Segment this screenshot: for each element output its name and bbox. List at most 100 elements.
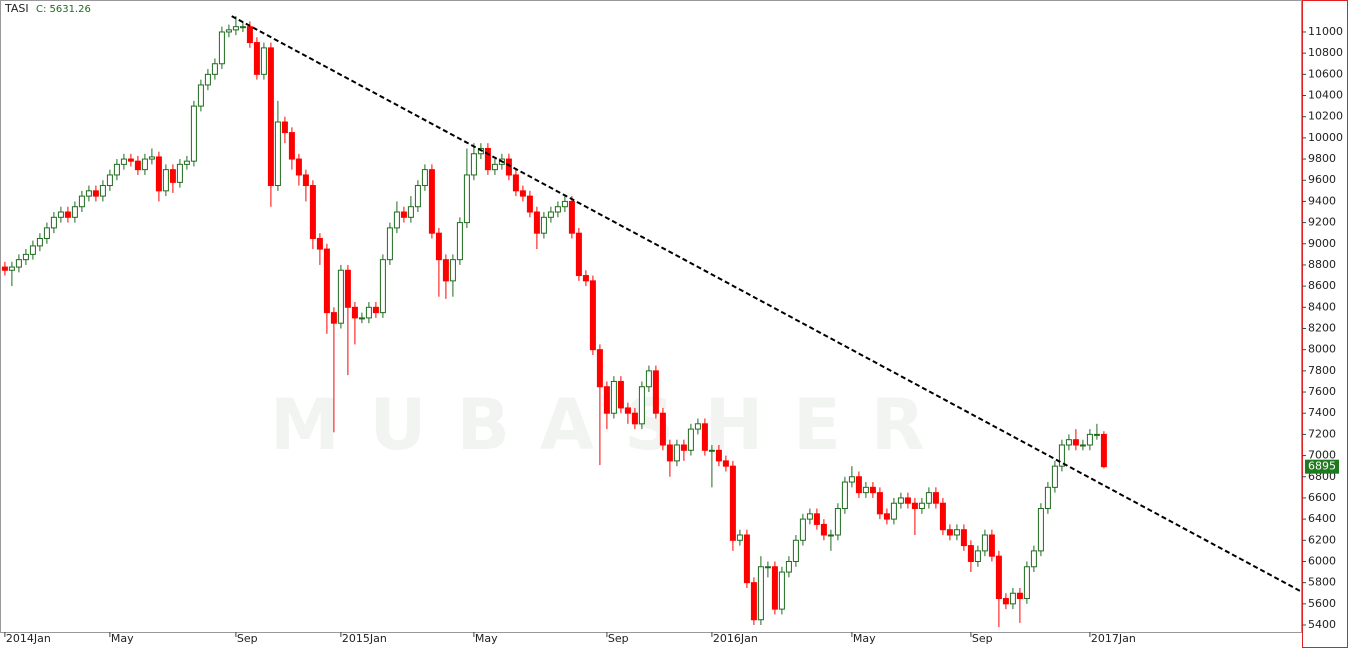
y-tick-label: 11000	[1308, 25, 1343, 38]
plot-frame	[0, 0, 1302, 633]
candle-body	[316, 237, 323, 250]
candle-body	[218, 31, 225, 65]
candle-body	[596, 349, 603, 388]
y-tick-label: 8800	[1308, 258, 1336, 271]
y-tick-label: 8000	[1308, 343, 1336, 356]
candle-body	[169, 169, 176, 183]
candle-body	[1065, 439, 1072, 446]
candle-body	[421, 169, 428, 187]
candle-body	[505, 158, 512, 176]
candle-body	[736, 534, 743, 541]
candle-body	[526, 195, 533, 213]
candle-body	[799, 518, 806, 541]
y-tick-label: 9000	[1308, 237, 1336, 250]
candle-body	[911, 502, 918, 510]
candle-body	[757, 566, 764, 621]
candle-body	[43, 227, 50, 239]
candle-body	[246, 26, 253, 44]
candle-body	[904, 497, 911, 504]
candle-body	[358, 317, 365, 320]
candle-body	[932, 492, 939, 504]
x-tick-label: Sep	[972, 632, 993, 645]
candle-body	[78, 195, 85, 208]
y-tick-label: 7400	[1308, 406, 1336, 419]
candle-body	[939, 502, 946, 531]
y-tick-label: 10800	[1308, 46, 1343, 59]
y-tick-label: 5800	[1308, 576, 1336, 589]
candle-body	[386, 227, 393, 261]
x-tick-label: 2017Jan	[1091, 632, 1136, 645]
y-tick-label: 9600	[1308, 173, 1336, 186]
candle-body	[64, 211, 71, 218]
candle-body	[1016, 592, 1023, 600]
candle-body	[8, 266, 15, 271]
candle-body	[694, 423, 701, 430]
candle-body	[442, 259, 449, 282]
candle-body	[561, 200, 568, 208]
candle-body	[715, 449, 722, 462]
y-tick-label: 7200	[1308, 427, 1336, 440]
y-tick-label: 9800	[1308, 152, 1336, 165]
y-tick-label: 10200	[1308, 110, 1343, 123]
candle-body	[981, 534, 988, 552]
watermark: MUBASHER	[270, 384, 955, 466]
candle-body	[722, 460, 729, 467]
candle-body	[778, 571, 785, 610]
candle-body	[1044, 486, 1051, 510]
x-tick-label: May	[475, 632, 498, 645]
candle-body	[848, 476, 855, 483]
candle-body	[274, 121, 281, 187]
candle-body	[337, 269, 344, 324]
candle-body	[309, 185, 316, 239]
candle-body	[1002, 598, 1009, 605]
candle-body	[281, 121, 288, 134]
candle-body	[785, 560, 792, 573]
y-tick-label: 7000	[1308, 449, 1336, 462]
last-close: C: 5631.26	[36, 4, 91, 15]
candle-body	[575, 232, 582, 277]
candle-body	[15, 259, 22, 268]
candle-body	[820, 523, 827, 536]
candle-body	[50, 216, 57, 229]
candle-body	[610, 380, 617, 414]
y-tick-label: 6000	[1308, 554, 1336, 567]
candle-body	[995, 555, 1002, 600]
candle-body	[365, 306, 372, 319]
candle-body	[225, 29, 232, 33]
candle-body	[792, 539, 799, 562]
candle-body	[36, 237, 43, 247]
candle-body	[57, 211, 64, 218]
candle-body	[183, 160, 190, 165]
candle-body	[806, 513, 813, 520]
candle-body	[1086, 433, 1093, 446]
candle-body	[456, 222, 463, 261]
candle-body	[834, 508, 841, 536]
candle-body	[176, 163, 183, 183]
y-tick-label: 8400	[1308, 300, 1336, 313]
candle-body	[960, 529, 967, 547]
candle-body	[162, 169, 169, 192]
y-tick-label: 7600	[1308, 385, 1336, 398]
candle-body	[988, 534, 995, 557]
candle-body	[120, 158, 127, 165]
candle-body	[645, 370, 652, 388]
candle-body	[1, 266, 8, 271]
candle-body	[239, 26, 246, 29]
candle-body	[855, 476, 862, 494]
candle-body	[22, 253, 29, 261]
candle-body	[372, 306, 379, 314]
last-price-box	[1305, 459, 1339, 474]
candle-body	[99, 185, 106, 197]
candle-body	[862, 486, 869, 494]
candle-body	[617, 380, 624, 409]
y-tick-label: 5400	[1308, 618, 1336, 631]
x-tick-label: Sep	[608, 632, 629, 645]
candle-body	[204, 73, 211, 86]
candle-body	[71, 206, 78, 218]
y-tick-label: 10000	[1308, 131, 1343, 144]
candle-body	[708, 449, 715, 452]
candle-body	[519, 190, 526, 197]
candle-body	[554, 206, 561, 213]
x-tick-label: 2016Jan	[713, 632, 758, 645]
candle-body	[582, 275, 589, 282]
